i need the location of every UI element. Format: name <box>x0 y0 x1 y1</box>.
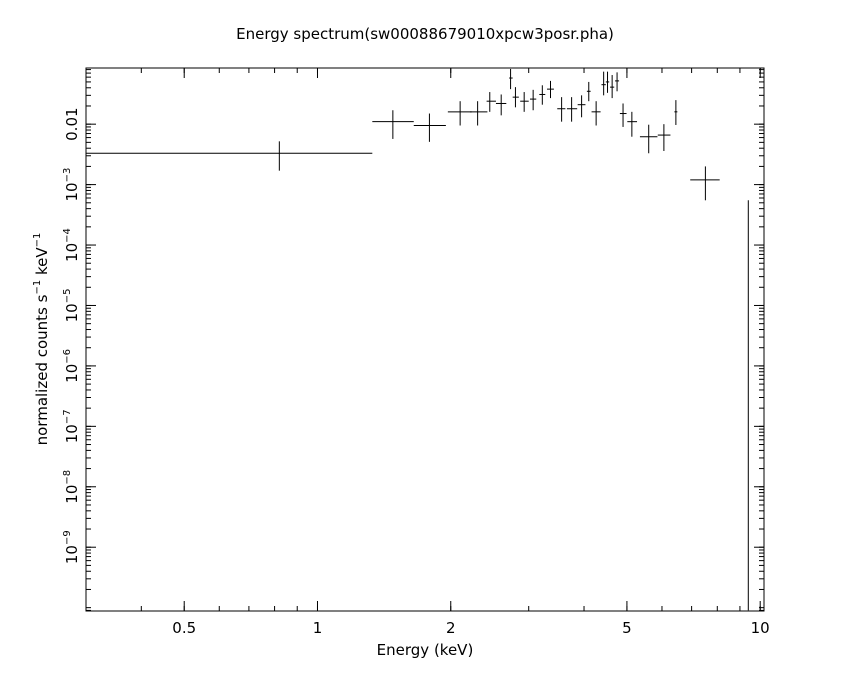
y-tick-label: 10−4 <box>62 228 81 262</box>
plot-frame <box>85 67 765 612</box>
y-tick-label-base: 10 <box>63 303 81 322</box>
y-tick-label-exponent: −8 <box>62 470 73 485</box>
x-tick-label: 2 <box>446 619 456 637</box>
y-tick-label-exponent: −6 <box>62 349 73 364</box>
x-tick-label: 1 <box>313 619 323 637</box>
y-tick-label-exponent: −3 <box>62 168 73 183</box>
y-tick-label-base: 10 <box>63 243 81 262</box>
y-tick-label: 10−9 <box>62 530 81 564</box>
y-axis-label-sup1: −1 <box>32 280 43 295</box>
y-tick-label: 10−7 <box>62 409 81 443</box>
y-tick-label-base: 10 <box>63 424 81 443</box>
data-points <box>86 68 749 611</box>
y-tick-label: 10−6 <box>62 349 81 383</box>
y-axis-label-unit: keV <box>33 247 51 280</box>
y-tick-label: 10−3 <box>62 168 81 202</box>
y-axis-label-sup2: −1 <box>32 233 43 248</box>
x-tick-label: 0.5 <box>172 619 196 637</box>
y-tick-label-exponent: −9 <box>62 530 73 545</box>
y-tick-label-exponent: −4 <box>62 228 73 243</box>
y-tick-label: 0.01 <box>63 107 81 140</box>
y-tick-label-base: 10 <box>63 364 81 383</box>
y-axis-label: normalized counts s−1 keV−1 <box>32 233 51 446</box>
y-tick-label-base: 10 <box>63 545 81 564</box>
minor-ticks <box>85 68 764 611</box>
x-tick-label: 5 <box>622 619 632 637</box>
y-tick-label-base: 10 <box>63 182 81 201</box>
y-tick-label-base: 10 <box>63 485 81 504</box>
y-tick-label: 10−5 <box>62 289 81 323</box>
chart-title: Energy spectrum(sw00088679010xpcw3posr.p… <box>236 25 614 43</box>
y-tick-label-exponent: −7 <box>62 409 73 424</box>
y-tick-label-exponent: −5 <box>62 289 73 304</box>
x-tick-labels: 0.5 1 2 5 10 <box>172 619 769 637</box>
major-ticks <box>86 68 764 611</box>
y-axis-label-main: normalized counts s <box>33 294 51 445</box>
x-tick-label: 10 <box>751 619 770 637</box>
y-tick-label: 10−8 <box>62 470 81 504</box>
x-axis-label: Energy (keV) <box>377 641 474 659</box>
